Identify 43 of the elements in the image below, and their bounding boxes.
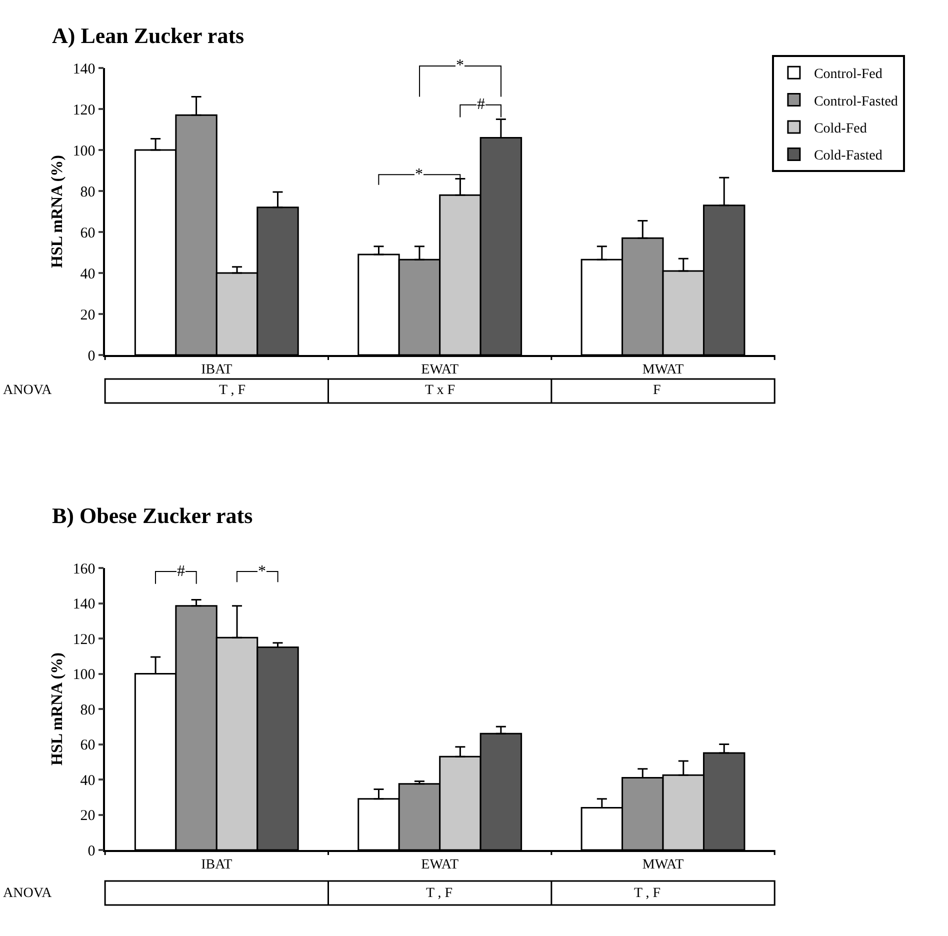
text: T x F: [425, 383, 456, 398]
x-tick-label: IBAT: [201, 858, 233, 873]
text: F: [653, 383, 661, 398]
y-axis-title: HSL mRNA (%): [49, 652, 66, 766]
annotation: #: [177, 563, 185, 580]
y-tick-label: 60: [80, 225, 96, 242]
y-tick-label: 40: [80, 266, 96, 282]
y-tick-label: 160: [72, 561, 96, 578]
text: T , F: [634, 886, 661, 901]
chart-title: A) Lean Zucker rats: [52, 23, 245, 48]
y-tick-label: 20: [80, 307, 96, 324]
y-tick-label: 40: [80, 772, 96, 789]
x-tick-label: MWAT: [642, 362, 684, 378]
y-tick-label: 120: [72, 102, 96, 118]
legend-label: Control-Fed: [814, 67, 882, 82]
y-tick-label: 80: [80, 702, 96, 718]
y-tick-label: 100: [72, 667, 96, 683]
x-tick-label: IBAT: [201, 362, 233, 378]
y-tick-label: 140: [72, 596, 96, 612]
y-tick-label: 0: [88, 348, 96, 364]
x-tick-label: EWAT: [421, 362, 459, 378]
legend-label: Cold-Fed: [814, 121, 867, 136]
y-tick-label: 20: [80, 808, 96, 824]
y-tick-label: 60: [80, 738, 96, 754]
x-tick-label: EWAT: [421, 858, 459, 873]
legend-label: Control-Fasted: [814, 94, 898, 110]
y-tick-label: 100: [72, 143, 96, 160]
text: ANOVA: [3, 383, 53, 398]
y-axis-title: HSL mRNA (%): [49, 155, 66, 268]
annotation: *: [456, 57, 464, 74]
y-tick-label: 120: [72, 632, 96, 648]
legend-label: Cold-Fasted: [814, 148, 882, 164]
annotation: *: [415, 166, 423, 183]
text: T , F: [426, 886, 453, 901]
y-tick-label: 80: [80, 184, 96, 200]
annotation: *: [258, 563, 266, 580]
annotation: #: [477, 96, 485, 113]
text: ANOVA: [3, 886, 53, 901]
chart-title: B) Obese Zucker rats: [52, 503, 254, 528]
y-tick-label: 0: [88, 843, 96, 860]
text: T , F: [219, 383, 246, 398]
x-tick-label: MWAT: [642, 858, 684, 873]
y-tick-label: 140: [72, 61, 96, 78]
